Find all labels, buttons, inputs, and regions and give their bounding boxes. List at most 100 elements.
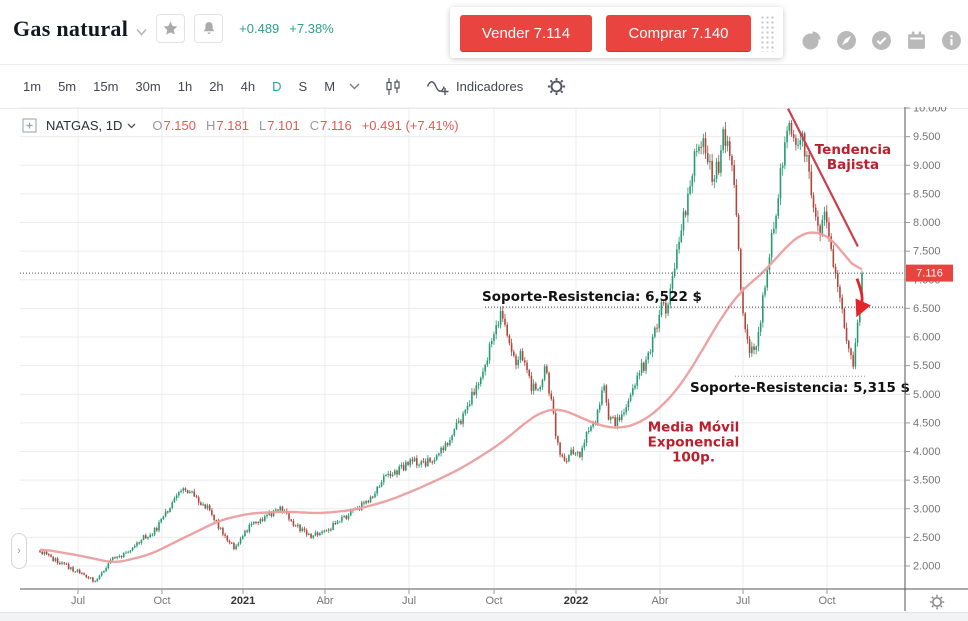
svg-text:Tendencia: Tendencia bbox=[815, 142, 891, 158]
svg-text:9.000: 9.000 bbox=[913, 160, 941, 172]
high-value: H7.181 bbox=[206, 118, 249, 133]
legend-change: +0.491 (+7.41%) bbox=[361, 118, 459, 133]
check-circle-icon[interactable] bbox=[871, 30, 892, 51]
svg-text:2022: 2022 bbox=[564, 595, 588, 607]
svg-text:3.000: 3.000 bbox=[913, 503, 941, 515]
svg-text:3.500: 3.500 bbox=[913, 475, 941, 487]
low-value: L7.101 bbox=[258, 118, 300, 133]
svg-text:Abr: Abr bbox=[651, 595, 668, 607]
gear-icon bbox=[548, 77, 566, 96]
open-value: O7.150 bbox=[152, 118, 197, 133]
svg-text:8.000: 8.000 bbox=[913, 217, 941, 229]
svg-text:Media Móvil: Media Móvil bbox=[648, 419, 739, 435]
interval-1h[interactable]: 1h bbox=[177, 79, 193, 94]
drag-handle[interactable] bbox=[759, 14, 775, 52]
svg-text:Bajista: Bajista bbox=[827, 157, 879, 173]
svg-text:Exponencial: Exponencial bbox=[648, 434, 740, 450]
calendar-icon[interactable] bbox=[906, 30, 927, 51]
interval-buttons: 1m 5m 15m 30m 1h 2h 4h D S M bbox=[23, 79, 335, 94]
indicators-label: Indicadores bbox=[456, 79, 524, 94]
axes[interactable]: 10.0009.5009.0008.5008.0007.5007.0006.50… bbox=[20, 107, 968, 611]
svg-text:4.500: 4.500 bbox=[913, 417, 941, 429]
svg-text:7.500: 7.500 bbox=[913, 246, 941, 258]
svg-text:5.000: 5.000 bbox=[913, 389, 941, 401]
symbol-header: Gas natural +0.489 +7.38% bbox=[13, 14, 334, 43]
interval-s[interactable]: S bbox=[298, 79, 308, 94]
interval-15m[interactable]: 15m bbox=[93, 79, 119, 94]
info-icon[interactable] bbox=[941, 30, 962, 51]
chart-area: Soporte-Resistencia: 6,522 $ Soporte-Resi… bbox=[0, 107, 968, 621]
chart-type-button[interactable] bbox=[384, 77, 402, 96]
svg-text:Soporte-Resistencia: 5,315 $: Soporte-Resistencia: 5,315 $ bbox=[690, 380, 910, 396]
candlestick-icon bbox=[386, 78, 400, 95]
interval-1m[interactable]: 1m bbox=[23, 79, 42, 94]
support-resistance-levels[interactable]: Soporte-Resistencia: 6,522 $ Soporte-Resi… bbox=[482, 289, 910, 396]
svg-text:Soporte-Resistencia: 6,522 $: Soporte-Resistencia: 6,522 $ bbox=[482, 289, 702, 305]
svg-text:Oct: Oct bbox=[485, 595, 502, 607]
bottom-edge bbox=[0, 612, 968, 619]
svg-text:9.500: 9.500 bbox=[913, 131, 941, 143]
svg-text:6.000: 6.000 bbox=[913, 332, 941, 344]
add-symbol-button[interactable] bbox=[22, 118, 37, 133]
svg-text:Abr: Abr bbox=[316, 595, 333, 607]
header-actions bbox=[801, 30, 962, 51]
bell-icon bbox=[203, 22, 214, 35]
svg-text:2.500: 2.500 bbox=[913, 532, 941, 544]
interval-more-chevron-icon[interactable] bbox=[349, 83, 360, 90]
interval-30m[interactable]: 30m bbox=[135, 79, 161, 94]
plus-box-icon bbox=[22, 118, 37, 133]
svg-text:Jul: Jul bbox=[402, 595, 416, 607]
gridlines bbox=[20, 107, 905, 589]
change-percent: +7.38% bbox=[289, 21, 334, 36]
price-chart[interactable]: Soporte-Resistencia: 6,522 $ Soporte-Resi… bbox=[0, 107, 968, 621]
axis-settings-icon[interactable] bbox=[929, 594, 947, 612]
chevron-down-icon[interactable] bbox=[136, 23, 147, 41]
svg-text:5.500: 5.500 bbox=[913, 360, 941, 372]
favorite-button[interactable] bbox=[156, 14, 186, 43]
ohlc-values: O7.150 H7.181 L7.101 C7.116 +0.491 (+7.4… bbox=[152, 118, 458, 133]
svg-text:Jul: Jul bbox=[736, 595, 750, 607]
alerts-button[interactable] bbox=[194, 14, 224, 43]
price-label: 7.116 bbox=[906, 264, 953, 282]
svg-text:100p.: 100p. bbox=[672, 449, 715, 465]
interval-d[interactable]: D bbox=[272, 79, 282, 94]
sell-button[interactable]: Vender 7.114 bbox=[460, 15, 592, 52]
compass-icon[interactable] bbox=[836, 30, 857, 51]
interval-5m[interactable]: 5m bbox=[58, 79, 77, 94]
svg-text:Oct: Oct bbox=[153, 595, 170, 607]
trend-line[interactable] bbox=[787, 108, 859, 248]
ema-line[interactable] bbox=[39, 231, 863, 563]
chart-toolbar: 1m 5m 15m 30m 1h 2h 4h D S M Indicadores bbox=[0, 65, 968, 109]
svg-text:7.116: 7.116 bbox=[916, 268, 943, 280]
symbol-chevron-icon[interactable] bbox=[127, 123, 136, 129]
chart-settings-button[interactable] bbox=[547, 77, 566, 96]
header: Gas natural +0.489 +7.38% Vender 7.114 C… bbox=[0, 0, 968, 65]
interval-4h[interactable]: 4h bbox=[240, 79, 256, 94]
down-arrow[interactable] bbox=[855, 278, 871, 318]
svg-text:8.500: 8.500 bbox=[913, 188, 941, 200]
pie-chart-icon[interactable] bbox=[801, 30, 822, 51]
trade-panel: Vender 7.114 Comprar 7.140 bbox=[450, 7, 783, 58]
svg-text:2.000: 2.000 bbox=[913, 561, 941, 573]
buy-button[interactable]: Comprar 7.140 bbox=[606, 15, 751, 52]
interval-2h[interactable]: 2h bbox=[209, 79, 224, 94]
change-absolute: +0.489 bbox=[239, 21, 280, 36]
svg-text:Oct: Oct bbox=[818, 595, 835, 607]
indicators-icon bbox=[426, 81, 449, 95]
svg-text:2021: 2021 bbox=[231, 595, 255, 607]
close-value: C7.116 bbox=[309, 118, 352, 133]
interval-m[interactable]: M bbox=[324, 79, 336, 94]
indicators-button[interactable]: Indicadores bbox=[426, 77, 523, 96]
svg-text:4.000: 4.000 bbox=[913, 446, 941, 458]
star-icon bbox=[163, 21, 178, 35]
panel-collapse-handle[interactable]: › bbox=[11, 533, 27, 569]
page-title: Gas natural bbox=[13, 15, 129, 41]
chart-legend: NATGAS, 1D O7.150 H7.181 L7.101 C7.116 +… bbox=[22, 118, 459, 133]
svg-text:6.500: 6.500 bbox=[913, 303, 941, 315]
svg-text:Jul: Jul bbox=[71, 595, 85, 607]
gear-icon bbox=[929, 594, 945, 610]
symbol-title[interactable]: NATGAS, 1D bbox=[46, 118, 123, 133]
candles-layer bbox=[39, 120, 863, 583]
